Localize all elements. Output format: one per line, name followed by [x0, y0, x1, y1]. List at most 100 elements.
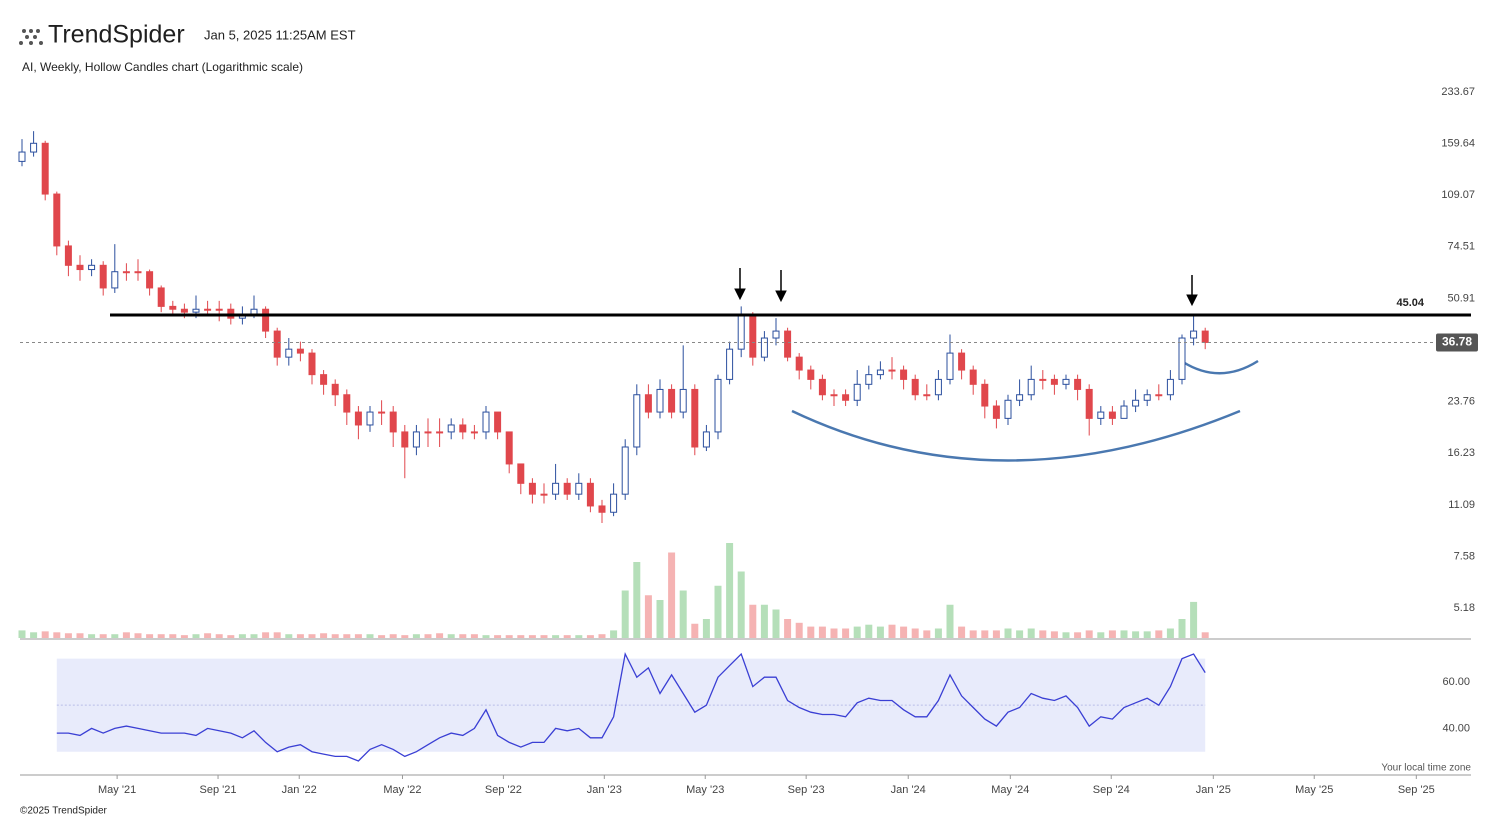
x-tick-label: Jan '24: [891, 784, 926, 796]
volume-bar: [320, 633, 328, 638]
candle-body: [53, 193, 61, 247]
candle-body: [378, 411, 386, 414]
candle-body: [1016, 394, 1024, 401]
volume-bar: [1178, 619, 1186, 638]
pattern-curves: [791, 359, 1259, 462]
candle-body: [691, 388, 699, 448]
candle-body: [1132, 399, 1140, 407]
candle-body: [1155, 394, 1163, 397]
volume-bar: [1097, 632, 1105, 638]
candle-body: [88, 264, 96, 271]
volume-bar: [354, 634, 362, 638]
volume-bar: [412, 634, 420, 638]
candle-body: [331, 383, 339, 396]
x-tick-label: Sep '23: [788, 784, 825, 796]
volume-bar: [1027, 628, 1035, 638]
volume-bar: [134, 633, 142, 638]
candle-body: [343, 394, 351, 413]
volume-bar: [99, 634, 107, 638]
volume-bar: [1085, 630, 1093, 638]
volume-bar: [111, 634, 119, 638]
candle-body: [505, 431, 513, 465]
volume-bar: [946, 604, 954, 638]
volume-bar: [1039, 630, 1047, 638]
y-tick-label: 16.23: [1447, 447, 1475, 459]
candle-body: [366, 411, 374, 426]
resistance-label: 45.04: [1396, 297, 1424, 309]
volume-bar: [610, 630, 618, 638]
candle-body: [900, 369, 908, 380]
candle-body: [598, 505, 606, 513]
volume-bar: [656, 600, 664, 638]
candle-body: [354, 411, 362, 426]
y-tick-label: 11.09: [1448, 499, 1475, 511]
volume-bar: [888, 624, 896, 638]
volume-bar: [1132, 631, 1140, 638]
candle-body: [1004, 399, 1012, 419]
candle-body: [1143, 394, 1151, 401]
candle-body: [296, 348, 304, 354]
candle-body: [865, 374, 873, 385]
volume-bar: [517, 635, 525, 638]
logo-icon: [19, 29, 43, 45]
volume-bar: [969, 630, 977, 638]
volume-bar: [470, 634, 478, 638]
chart-subtitle: AI, Weekly, Hollow Candles chart (Logari…: [22, 60, 303, 74]
volume-bar: [621, 590, 629, 638]
volume-bar: [528, 635, 536, 638]
volume-bar: [749, 604, 757, 638]
volume-bar: [807, 626, 815, 638]
candle-body: [1166, 378, 1174, 396]
volume-bar: [169, 634, 177, 638]
volume-bar: [1190, 601, 1198, 638]
volume-bar: [691, 623, 699, 638]
volume-bar: [424, 634, 432, 638]
candle-body: [552, 482, 560, 495]
candle-body: [1085, 388, 1093, 419]
candle-body: [1201, 330, 1209, 343]
x-tick-label: Sep '24: [1093, 784, 1130, 796]
x-tick-label: Sep '22: [485, 784, 522, 796]
x-tick-label: Sep '25: [1398, 784, 1435, 796]
volume-bar: [331, 634, 339, 638]
candle-body: [969, 369, 977, 385]
volume-bar: [447, 634, 455, 638]
rsi-tick-label: 60.00: [1442, 676, 1470, 688]
x-tick-label: May '23: [686, 784, 724, 796]
candle-body: [679, 388, 687, 413]
volume-bar: [1016, 630, 1024, 638]
volume-bar: [122, 632, 130, 638]
volume-bar: [41, 631, 49, 638]
candle-body: [41, 142, 49, 195]
candle-body: [563, 482, 571, 495]
candle-body: [633, 394, 641, 448]
volume-bar: [726, 543, 734, 638]
candle-body: [262, 308, 270, 332]
volume-bar: [88, 634, 96, 638]
volume-bar: [1062, 632, 1070, 638]
candle-body: [517, 463, 525, 484]
volume-bars: [18, 543, 1209, 638]
volume-bar: [343, 634, 351, 638]
x-tick-label: Jan '25: [1196, 784, 1231, 796]
x-tick-label: May '22: [383, 784, 421, 796]
candle-body: [784, 330, 792, 358]
volume-bar: [876, 626, 884, 638]
volume-bar: [1155, 630, 1163, 638]
candle-body: [876, 369, 884, 376]
candle-body: [273, 330, 281, 358]
volume-bar: [575, 635, 583, 638]
candle-body: [992, 405, 1000, 419]
volume-bar: [981, 630, 989, 638]
candle-body: [760, 337, 768, 358]
volume-bar: [784, 619, 792, 638]
candle-body: [180, 308, 188, 313]
arrows: [734, 268, 1198, 307]
candle-body: [714, 378, 722, 433]
candle-body: [494, 411, 502, 433]
volume-bar: [436, 633, 444, 638]
candle-body: [192, 308, 200, 313]
candle-body: [76, 264, 84, 271]
volume-bar: [146, 634, 154, 638]
candle-body: [424, 431, 432, 434]
